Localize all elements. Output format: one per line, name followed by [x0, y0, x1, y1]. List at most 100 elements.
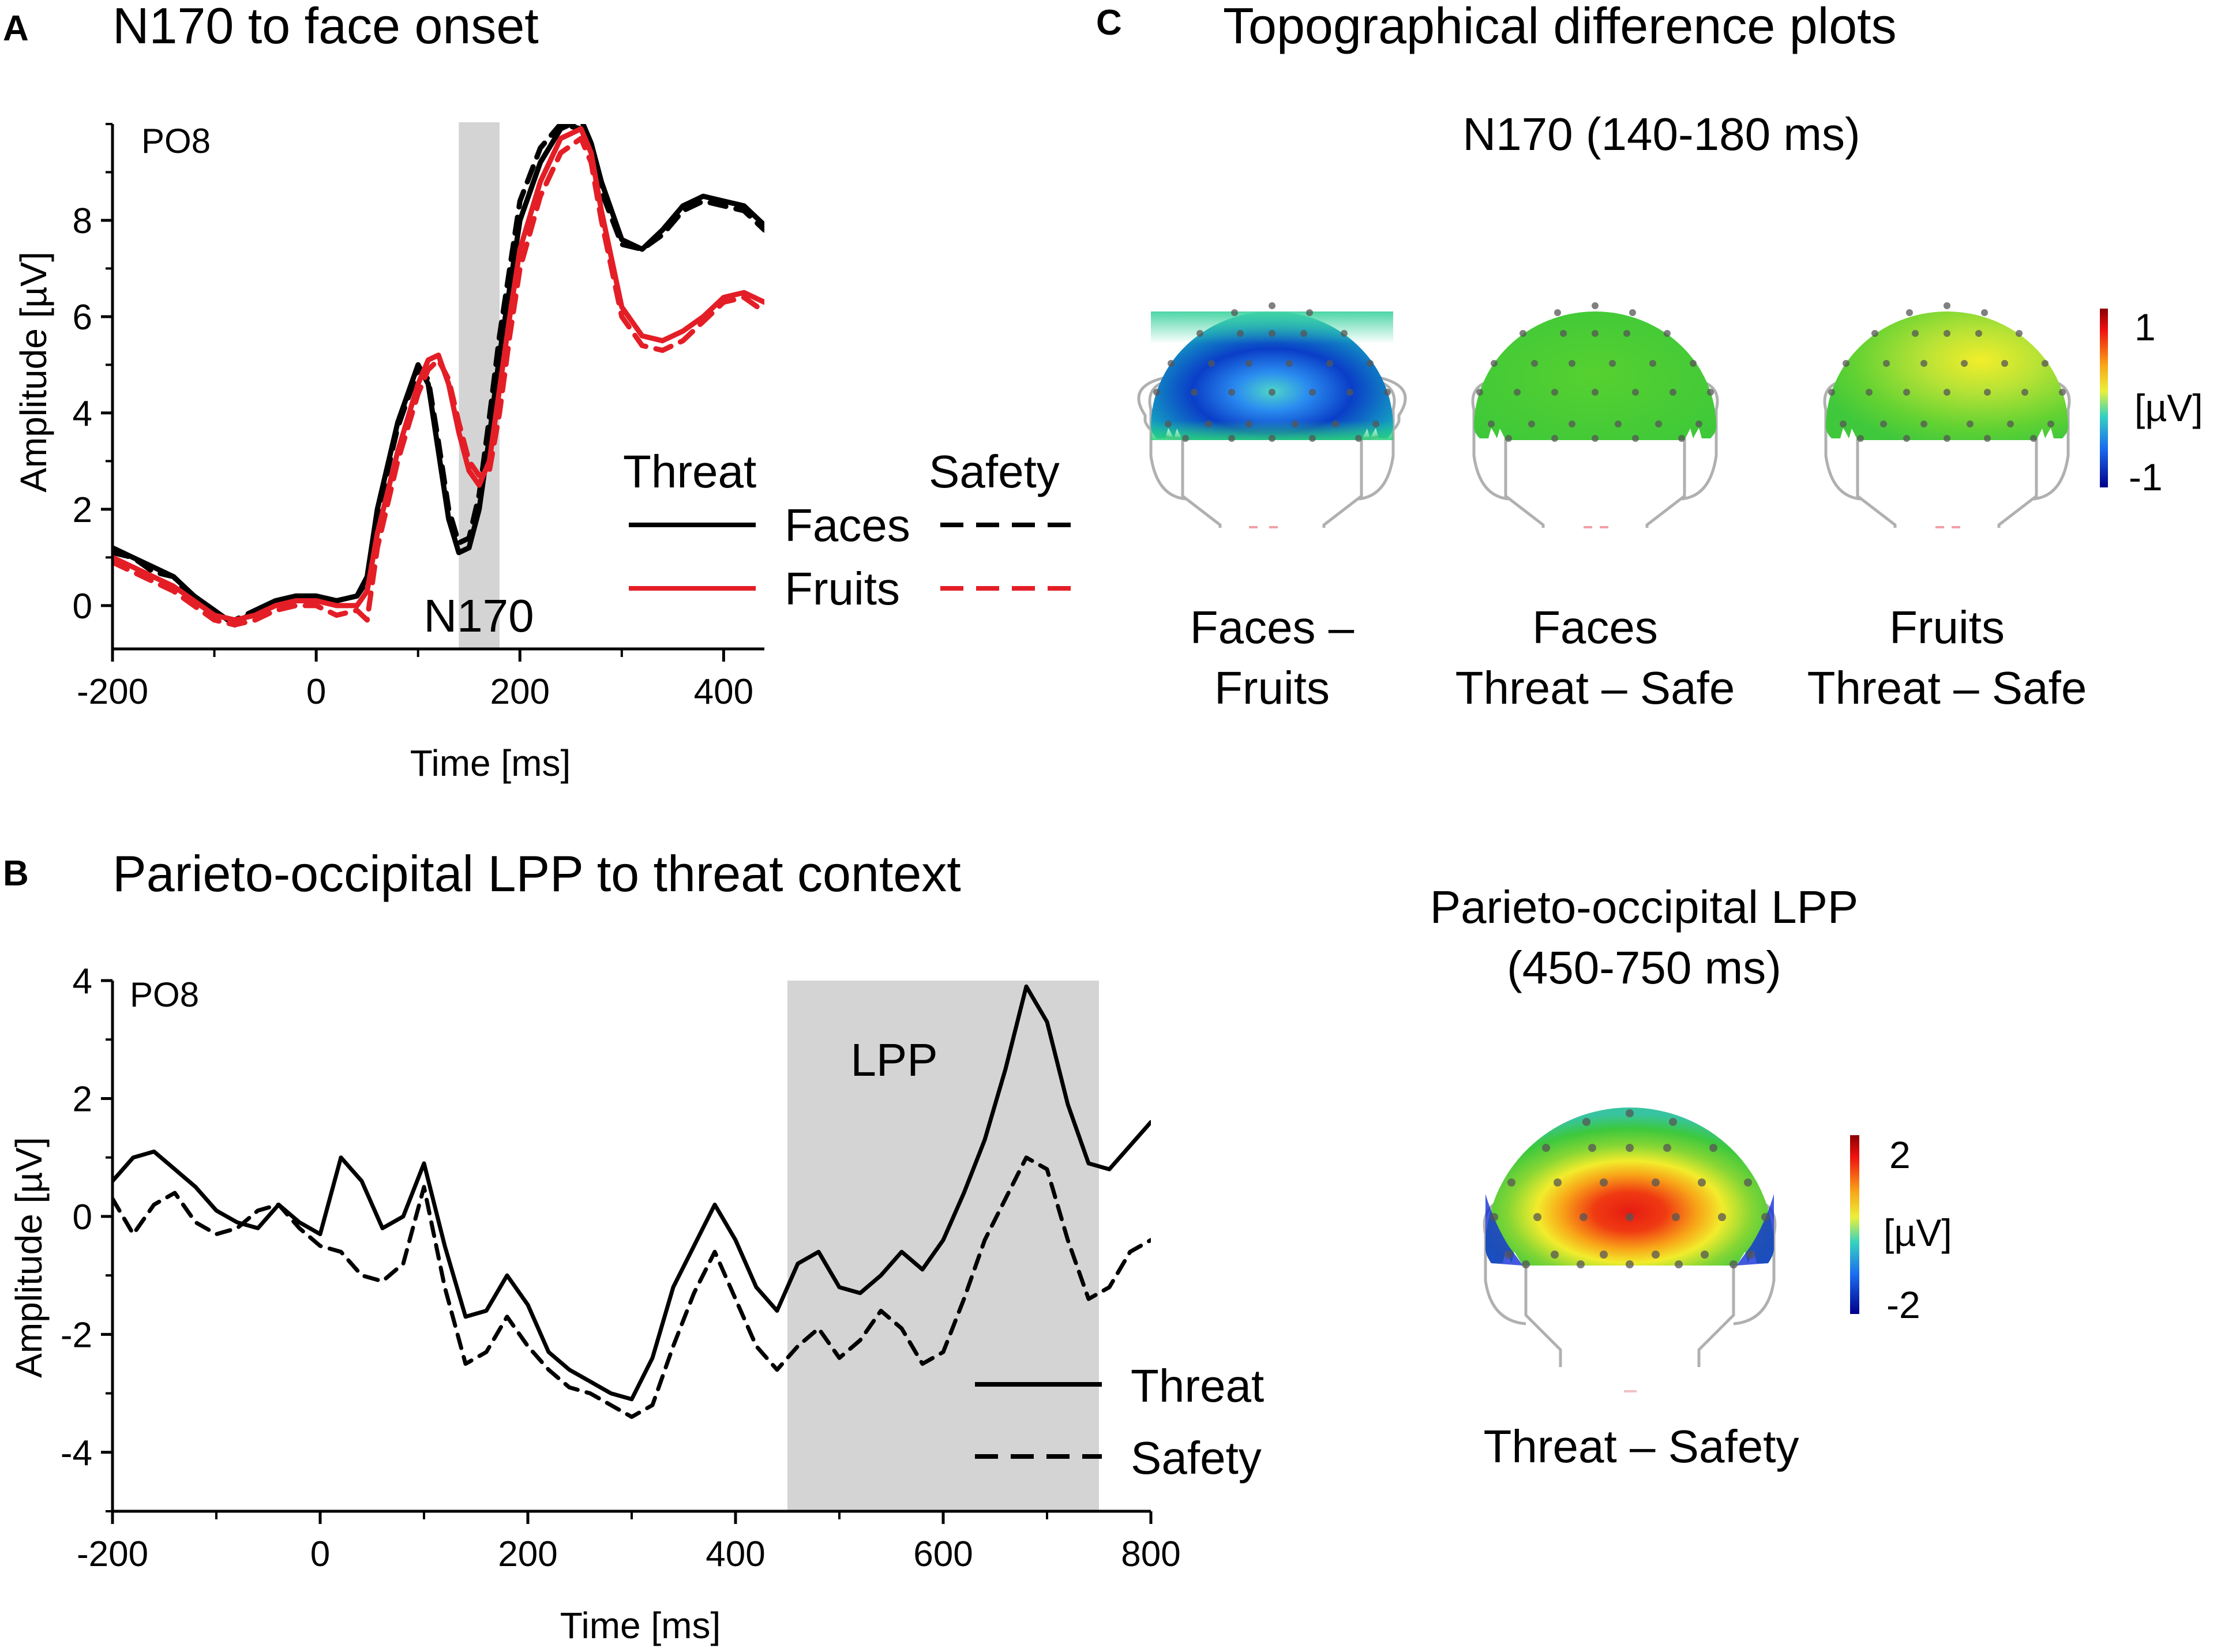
sensor-dot: [1505, 1251, 1513, 1259]
sensor-dot: [1505, 435, 1512, 442]
panel-b-lpp-label: LPP: [850, 1034, 937, 1086]
x-tick-label: -200: [77, 672, 148, 712]
nasion-marker: [1600, 526, 1608, 528]
sensor-dot: [1341, 330, 1348, 337]
x-tick-label: 400: [694, 672, 753, 712]
sensor-dot: [1906, 309, 1913, 316]
sensor-dot: [1655, 420, 1662, 427]
y-tick-label: 6: [73, 298, 92, 337]
sensor-dot: [1269, 302, 1275, 309]
sensor-dots: [1153, 302, 1391, 442]
sensor-dot: [1984, 389, 1991, 396]
legend-faces-label: Faces: [785, 500, 910, 551]
sensor-dot: [1592, 330, 1599, 337]
sensor-dot: [1701, 1251, 1709, 1259]
sensor-dot: [1707, 389, 1714, 396]
sensor-dot: [1551, 389, 1558, 396]
sensor-dot: [1309, 435, 1316, 442]
sensor-dot: [1522, 1260, 1530, 1268]
sensor-dot: [1286, 360, 1293, 367]
x-tick-label: 600: [913, 1534, 973, 1574]
panel-b-plot: -200 0 200 400 600 800 -4 -2 0 2 4 PO8 LPP Time [m…: [8, 962, 1264, 1646]
nasion-marker: [1584, 526, 1592, 528]
sensor-dot: [1367, 360, 1374, 367]
sensor-dot: [1678, 435, 1685, 442]
y-tick-label: 4: [73, 394, 92, 434]
sensor-dot: [1695, 420, 1702, 427]
sensor-dot: [1626, 1260, 1634, 1268]
sensor-dot: [1961, 360, 1968, 367]
lpp-colorbar-gradient: [1850, 1135, 1859, 1314]
lpp-topo-title-line1: Parieto-occipital LPP: [1430, 881, 1859, 933]
panel-b-legend: Threat Safety: [975, 1360, 1264, 1484]
sensor-dot: [1372, 420, 1379, 427]
panel-c-title: Topographical difference plots: [1223, 0, 1897, 54]
sensor-dots: [1476, 302, 1714, 442]
n170-colorbar-gradient: [2100, 309, 2108, 487]
sensor-dot: [1384, 389, 1391, 396]
sensor-dot: [1843, 360, 1849, 367]
sensor-dot: [1944, 435, 1950, 442]
y-tick-label: 0: [73, 1197, 92, 1237]
sensor-dot: [1269, 389, 1275, 396]
head-outline: [1137, 373, 1407, 528]
sensor-dot: [1626, 1144, 1634, 1152]
topomap-faces-fruits: [1137, 302, 1407, 528]
sensor-dot: [2030, 435, 2037, 442]
sensor-dot: [2001, 360, 2008, 367]
sensor-dot: [1675, 1260, 1683, 1268]
sensor-dot: [1168, 360, 1175, 367]
sensor-dot: [1292, 420, 1299, 427]
x-tick-label: 0: [306, 672, 326, 712]
sensor-dot: [1231, 309, 1238, 316]
topomap-2-caption-line1: Faces: [1532, 602, 1658, 653]
topomap-lpp-threat-safety: [1483, 1107, 1777, 1392]
panel-a-y-axis-label: Amplitude [µV]: [13, 251, 54, 493]
sensor-dot: [1664, 330, 1671, 337]
sensor-dot: [1196, 330, 1203, 337]
panel-b-lpp-window: [787, 981, 1099, 1511]
sensor-dot: [1866, 389, 1873, 396]
nasion-marker: [1935, 526, 1944, 528]
sensor-dot: [1669, 1118, 1677, 1126]
sensor-dot: [2021, 389, 2028, 396]
sensor-dot: [1828, 389, 1835, 396]
legend-threat-header: Threat: [623, 446, 756, 497]
legend-safety-header: Safety: [929, 446, 1060, 497]
sensor-dot: [1944, 389, 1950, 396]
series-line-faces-safety: [112, 124, 764, 623]
topomap-fruits-threat-safe: [1823, 302, 2071, 528]
nasion-marker: [1952, 526, 1960, 528]
sensor-dot: [1652, 1178, 1660, 1187]
n170-colorbar-unit: [µV]: [2134, 386, 2203, 429]
sensor-dot: [1698, 1178, 1706, 1187]
sensor-dot: [1871, 330, 1878, 337]
sensor-dot: [1554, 1178, 1562, 1187]
y-tick-label: 8: [73, 201, 92, 241]
sensor-dot: [1309, 389, 1316, 396]
sensor-dot: [1577, 1260, 1585, 1268]
sensor-dot: [1569, 420, 1575, 427]
topo-fill-blue-right: [1736, 1194, 1774, 1266]
sensor-dot: [1191, 389, 1198, 396]
sensor-dot: [1747, 1251, 1755, 1259]
sensor-dot: [1592, 389, 1599, 396]
sensor-dot: [1690, 360, 1697, 367]
panel-a-x-axis-label: Time [ms]: [410, 742, 571, 784]
sensor-dot: [1592, 435, 1599, 442]
n170-colorbar-max: 1: [2134, 306, 2156, 348]
sensor-dot: [1672, 1213, 1680, 1221]
panel-b-ticks: -200 0 200 400 600 800 -4 -2 0 2 4: [61, 962, 1181, 1574]
sensor-dot: [1237, 330, 1244, 337]
sensor-dot: [1533, 1213, 1541, 1221]
x-tick-label: -200: [77, 1534, 148, 1574]
sensor-dots: [1490, 1109, 1769, 1268]
sensor-dot: [1975, 330, 1982, 337]
topo-fill-blue-left: [1485, 1194, 1523, 1266]
x-tick-label: 400: [706, 1534, 765, 1574]
sensor-dot: [1588, 1144, 1596, 1152]
sensor-dot: [1228, 389, 1235, 396]
sensor-dot: [2059, 389, 2066, 396]
sensor-dots: [1828, 302, 2066, 442]
x-tick-label: 0: [310, 1534, 330, 1574]
